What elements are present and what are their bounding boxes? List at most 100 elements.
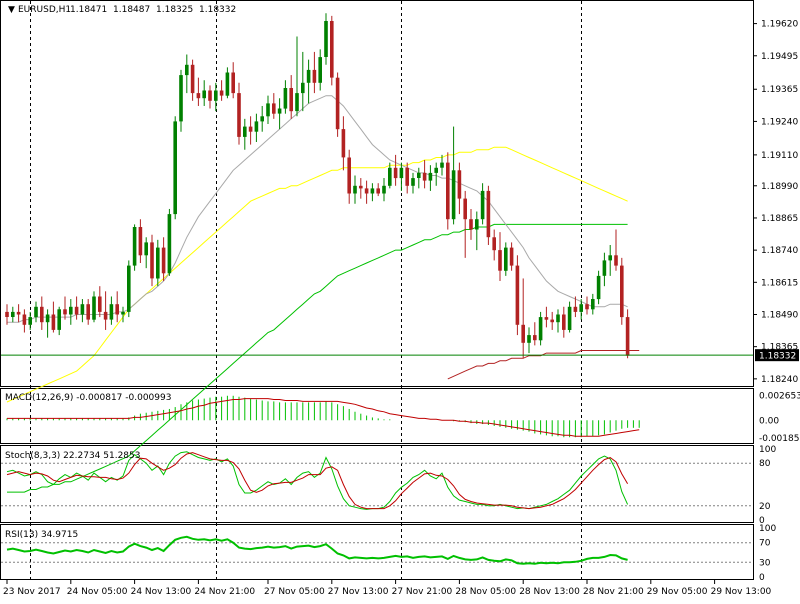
candle-30[interactable]: [179, 69, 183, 132]
candle-28[interactable]: [167, 208, 172, 276]
candle-91[interactable]: [533, 322, 537, 346]
candle-51[interactable]: [301, 51, 305, 112]
candle-10[interactable]: [63, 296, 67, 320]
candle-52[interactable]: [306, 59, 311, 104]
candle-1[interactable]: [11, 306, 15, 323]
candle-100[interactable]: [585, 296, 589, 315]
candle-19[interactable]: [115, 291, 119, 323]
candle-59[interactable]: [347, 149, 351, 204]
candle-94[interactable]: [550, 311, 554, 330]
candle-18[interactable]: [109, 296, 114, 325]
candle-21[interactable]: [127, 260, 131, 318]
candle-37[interactable]: [219, 80, 224, 101]
candle-15[interactable]: [92, 291, 96, 323]
candle-6[interactable]: [40, 296, 44, 330]
candle-105[interactable]: [614, 229, 618, 271]
candle-83[interactable]: [486, 185, 491, 245]
candle-49[interactable]: [289, 75, 293, 119]
candle-60[interactable]: [353, 175, 357, 204]
candle-73[interactable]: [428, 165, 433, 191]
candle-97[interactable]: [567, 301, 572, 333]
candle-3[interactable]: [22, 309, 27, 333]
candle-33[interactable]: [196, 77, 201, 106]
candle-56[interactable]: [330, 15, 334, 86]
candle-50[interactable]: [295, 36, 299, 117]
candle-81[interactable]: [475, 211, 479, 251]
candle-4[interactable]: [28, 311, 32, 330]
candle-67[interactable]: [393, 154, 398, 186]
candle-77[interactable]: [451, 126, 456, 225]
candle-20[interactable]: [121, 306, 125, 323]
candle-98[interactable]: [573, 296, 578, 318]
candle-65[interactable]: [382, 178, 386, 202]
candle-88[interactable]: [515, 255, 520, 336]
candle-25[interactable]: [150, 234, 154, 287]
candle-12[interactable]: [74, 296, 79, 320]
candle-16[interactable]: [98, 286, 102, 318]
candle-55[interactable]: [324, 13, 328, 65]
candle-8[interactable]: [51, 301, 56, 333]
candle-96[interactable]: [562, 306, 566, 338]
candle-45[interactable]: [266, 95, 270, 124]
candle-69[interactable]: [405, 162, 409, 194]
candle-9[interactable]: [57, 306, 61, 336]
candle-43[interactable]: [254, 113, 259, 143]
candle-76[interactable]: [446, 152, 450, 230]
stoch-pane[interactable]: [0, 445, 754, 523]
candle-92[interactable]: [538, 311, 543, 346]
candle-89[interactable]: [521, 278, 525, 359]
candle-13[interactable]: [80, 299, 85, 323]
candle-40[interactable]: [237, 82, 241, 145]
candle-31[interactable]: [185, 54, 189, 94]
candle-90[interactable]: [527, 327, 531, 354]
candle-99[interactable]: [579, 299, 583, 320]
candle-85[interactable]: [498, 232, 502, 282]
candle-64[interactable]: [376, 183, 380, 197]
candle-22[interactable]: [132, 224, 137, 271]
candle-93[interactable]: [544, 306, 549, 328]
rsi-pane[interactable]: [0, 524, 754, 580]
candle-17[interactable]: [103, 291, 108, 330]
candle-46[interactable]: [272, 93, 276, 119]
candle-102[interactable]: [596, 270, 601, 305]
candle-41[interactable]: [243, 118, 247, 150]
candle-107[interactable]: [625, 309, 630, 359]
candle-66[interactable]: [388, 162, 392, 189]
macd-pane[interactable]: [0, 388, 754, 444]
candle-70[interactable]: [411, 172, 415, 194]
candle-74[interactable]: [434, 162, 438, 186]
candle-36[interactable]: [214, 82, 218, 112]
candle-0[interactable]: [5, 304, 9, 325]
candle-53[interactable]: [312, 51, 317, 94]
candle-26[interactable]: [156, 239, 160, 287]
candle-34[interactable]: [202, 80, 206, 106]
candle-38[interactable]: [225, 67, 230, 99]
candle-61[interactable]: [359, 178, 363, 199]
candle-72[interactable]: [422, 160, 427, 189]
candle-35[interactable]: [208, 85, 212, 109]
candle-32[interactable]: [190, 59, 195, 101]
candle-84[interactable]: [492, 229, 496, 261]
candle-101[interactable]: [591, 293, 595, 315]
candle-24[interactable]: [144, 237, 148, 269]
candle-80[interactable]: [469, 208, 473, 240]
candle-7[interactable]: [45, 309, 50, 338]
candle-39[interactable]: [231, 62, 235, 99]
candle-78[interactable]: [457, 162, 462, 215]
candle-42[interactable]: [248, 116, 253, 145]
candle-79[interactable]: [463, 190, 467, 258]
candle-11[interactable]: [69, 299, 73, 325]
candle-57[interactable]: [335, 72, 340, 137]
candle-54[interactable]: [318, 49, 322, 91]
candle-68[interactable]: [399, 162, 404, 191]
candle-71[interactable]: [417, 167, 421, 189]
candle-44[interactable]: [260, 105, 264, 132]
candle-106[interactable]: [620, 257, 624, 325]
candle-29[interactable]: [173, 116, 177, 220]
candle-48[interactable]: [283, 80, 288, 114]
candle-104[interactable]: [608, 244, 612, 276]
candle-27[interactable]: [161, 237, 166, 282]
candle-62[interactable]: [364, 180, 369, 204]
candle-2[interactable]: [16, 304, 21, 323]
